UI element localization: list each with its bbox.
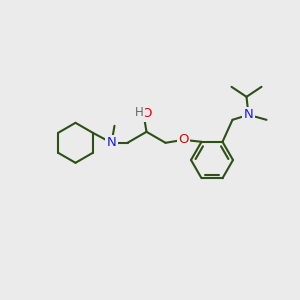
Text: H: H [135, 106, 144, 119]
Text: N: N [244, 108, 254, 121]
Text: N: N [106, 136, 116, 149]
Text: O: O [141, 107, 152, 120]
Text: O: O [178, 133, 189, 146]
